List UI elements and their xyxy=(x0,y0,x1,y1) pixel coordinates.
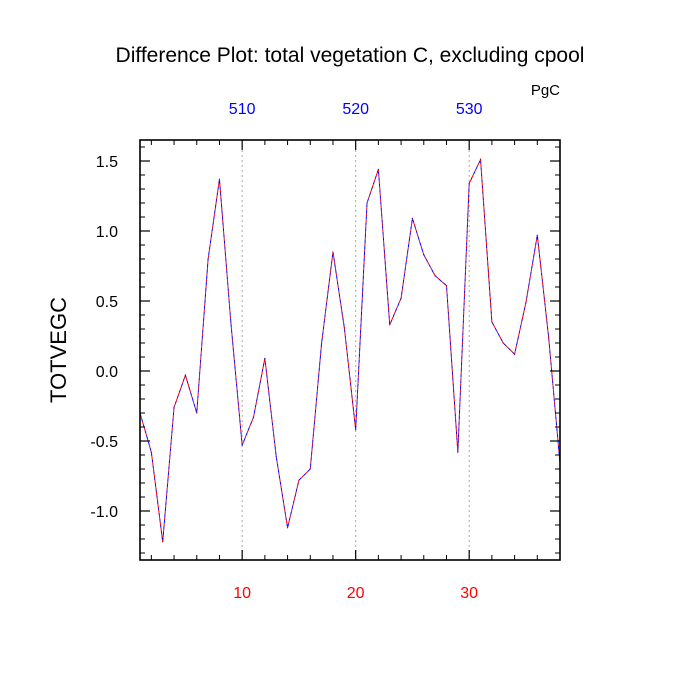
data-point xyxy=(264,357,266,359)
data-point xyxy=(207,258,209,260)
data-point xyxy=(423,254,425,256)
data-point xyxy=(321,342,323,344)
series-line-blue xyxy=(139,157,561,542)
y-tick-label: -1.0 xyxy=(90,504,118,521)
axis-ticks xyxy=(140,140,560,560)
data-point xyxy=(434,275,436,277)
data-point xyxy=(343,327,345,329)
data-point xyxy=(332,251,334,253)
data-series xyxy=(139,157,561,543)
x-tick-label-bottom: 20 xyxy=(347,585,365,602)
data-point xyxy=(389,324,391,326)
data-point xyxy=(411,217,414,219)
data-point xyxy=(366,202,368,204)
data-point xyxy=(286,527,289,529)
data-point xyxy=(275,455,277,457)
data-point xyxy=(241,444,243,446)
data-point xyxy=(162,541,164,543)
data-point xyxy=(377,168,379,170)
y-tick-label: 0.0 xyxy=(96,364,118,381)
data-point xyxy=(184,374,187,376)
chart-title: Difference Plot: total vegetation C, exc… xyxy=(116,44,585,67)
data-point xyxy=(218,178,221,180)
data-point xyxy=(479,159,482,161)
data-point xyxy=(309,468,311,470)
data-point xyxy=(502,342,504,344)
data-point xyxy=(298,479,300,481)
data-point xyxy=(536,234,538,236)
data-point xyxy=(355,429,357,431)
units-label: PgC xyxy=(531,82,560,99)
data-point xyxy=(513,353,516,355)
x-tick-label-top: 530 xyxy=(456,101,483,118)
data-point xyxy=(252,416,255,418)
data-point xyxy=(525,301,527,303)
plot-frame xyxy=(139,139,561,561)
x-tick-label-top: 520 xyxy=(342,101,369,118)
x-tick-label-bottom: 30 xyxy=(460,585,478,602)
y-axis-label: TOTVEGC xyxy=(46,297,71,403)
y-tick-label: -0.5 xyxy=(90,434,118,451)
y-tick-label: 0.5 xyxy=(96,294,118,311)
data-point xyxy=(400,297,402,299)
data-point xyxy=(457,451,459,453)
x-tick-label-top: 510 xyxy=(229,101,256,118)
data-point xyxy=(230,321,232,323)
data-point xyxy=(196,412,198,414)
data-point xyxy=(491,321,493,323)
x-tick-label-bottom: 10 xyxy=(233,585,251,602)
grid-lines xyxy=(241,140,470,560)
data-point xyxy=(468,182,470,184)
data-point xyxy=(445,285,448,287)
y-tick-label: 1.5 xyxy=(96,154,118,171)
data-point xyxy=(173,406,175,408)
series-line-red xyxy=(139,157,561,542)
data-point xyxy=(150,451,152,453)
data-point xyxy=(548,336,550,338)
y-tick-label: 1.0 xyxy=(96,224,118,241)
tick-labels: 10 20 30 510 520 530 -1.0 -0.5 0.0 0.5 1.0 1.5 xyxy=(90,101,482,602)
